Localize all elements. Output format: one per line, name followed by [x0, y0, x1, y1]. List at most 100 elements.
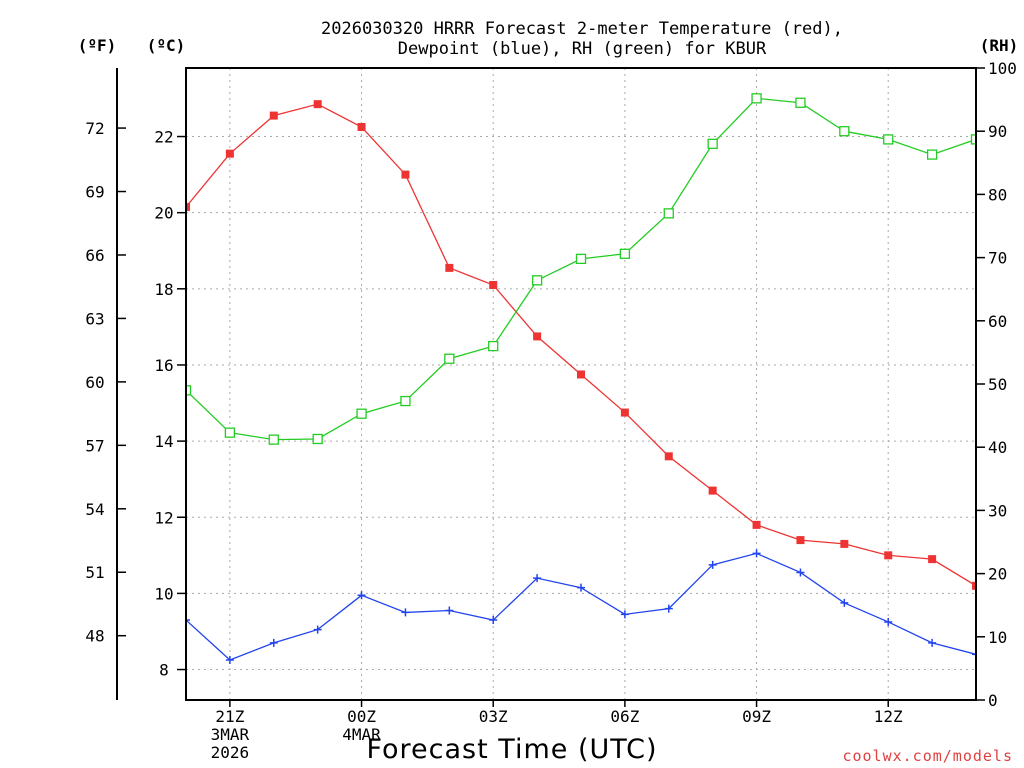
x-tick-label: 21Z 3MAR 2026 — [211, 707, 250, 762]
series-line-dewpoint — [186, 552, 976, 661]
fahrenheit-tick-label: 72 — [85, 119, 104, 138]
temperature-point — [489, 281, 498, 290]
fahrenheit-tick-label: 57 — [85, 436, 104, 455]
rh-point — [926, 149, 938, 160]
dewpoint-point — [313, 625, 322, 634]
rh-point — [488, 340, 499, 352]
rh-tick-label: 10 — [988, 628, 1007, 647]
rh-tick-label: 0 — [988, 691, 998, 710]
fahrenheit-tick-label: 60 — [85, 373, 104, 392]
dewpoint-point — [577, 583, 585, 592]
temperature-point — [269, 111, 278, 120]
celsius-tick-label: 14 — [154, 432, 173, 451]
dewpoint-point — [357, 591, 366, 600]
temperature-point — [664, 452, 673, 461]
rh-point — [883, 134, 894, 145]
series-rh — [186, 93, 976, 445]
chart-title-line-2: Dewpoint (blue), RH (green) for KBUR — [398, 39, 767, 59]
rh-point — [224, 427, 236, 438]
rh-tick-label: 90 — [988, 122, 1007, 141]
dewpoint-point — [928, 638, 937, 647]
rh-point — [751, 93, 762, 104]
rh-point — [186, 385, 192, 396]
dewpoint-point — [489, 616, 498, 625]
rh-point — [531, 275, 543, 286]
celsius-tick-label: 8 — [159, 661, 169, 680]
dewpoint-point — [840, 598, 849, 607]
temperature-point — [445, 263, 454, 272]
temperature-point — [313, 100, 322, 109]
series-line-rh — [186, 97, 976, 441]
rh-point — [444, 353, 455, 364]
dewpoint-point — [401, 608, 410, 617]
fahrenheit-tick-label: 54 — [85, 500, 104, 519]
series-dewpoint — [186, 549, 976, 665]
celsius-tick-label: 10 — [154, 584, 173, 603]
dewpoint-point — [708, 560, 717, 569]
x-axis-title: Forecast Time (UTC) — [366, 734, 657, 765]
rh-tick-label: 30 — [988, 501, 1007, 520]
dewpoint-point — [664, 604, 673, 613]
dewpoint-point — [884, 617, 893, 626]
rh-tick-label: 70 — [988, 249, 1007, 268]
rh-point — [312, 433, 323, 445]
temperature-point — [708, 486, 717, 495]
temperature-point — [620, 408, 629, 417]
x-tick-label: 03Z — [479, 707, 508, 726]
temperature-point — [401, 170, 410, 179]
celsius-tick-label: 16 — [154, 356, 173, 375]
dewpoint-point — [620, 610, 629, 619]
chart-title-line-1: 2026030320 HRRR Forecast 2-meter Tempera… — [321, 19, 843, 39]
series-line-temperature — [186, 103, 976, 587]
rh-point — [795, 97, 806, 108]
temperature-point — [752, 520, 761, 529]
fahrenheit-unit-label: (ºF) — [78, 36, 117, 55]
dewpoint-point — [186, 616, 190, 625]
x-tick-label: 09Z — [742, 707, 771, 726]
rh-tick-label: 40 — [988, 438, 1007, 457]
rh-point — [619, 248, 631, 259]
celsius-tick-label: 20 — [154, 204, 173, 223]
temperature-point — [533, 332, 542, 341]
dewpoint-point — [752, 549, 761, 558]
credit-label: coolwx.com/models — [842, 747, 1013, 765]
fahrenheit-tick-label: 48 — [85, 627, 104, 646]
rh-tick-label: 50 — [988, 375, 1007, 394]
dewpoint-point — [796, 568, 805, 577]
x-tick-label: 00Z 4MAR — [342, 707, 381, 744]
celsius-unit-label: (ºC) — [147, 36, 186, 55]
celsius-tick-label: 12 — [154, 508, 173, 527]
rh-tick-label: 80 — [988, 185, 1007, 204]
fahrenheit-tick-label: 66 — [85, 246, 104, 265]
rh-point — [268, 434, 279, 445]
celsius-tick-label: 18 — [154, 280, 173, 299]
temperature-point — [796, 536, 805, 545]
x-tick-label: 12Z — [874, 707, 903, 726]
plot-frame — [185, 67, 977, 701]
celsius-tick-label: 22 — [154, 128, 173, 147]
rh-point — [400, 395, 411, 407]
temperature-point — [884, 551, 893, 560]
rh-point — [663, 208, 674, 219]
x-tick-label: 06Z — [610, 707, 639, 726]
fahrenheit-tick-label: 51 — [85, 563, 104, 582]
temperature-point — [972, 581, 976, 590]
dewpoint-point — [225, 656, 234, 665]
rh-point — [839, 126, 850, 137]
dewpoint-point — [533, 574, 542, 583]
rh-tick-label: 100 — [988, 59, 1017, 78]
temperature-point — [186, 202, 190, 211]
dewpoint-point — [445, 606, 454, 615]
rh-point — [575, 253, 587, 265]
temperature-point — [357, 123, 366, 132]
dewpoint-point — [972, 650, 976, 659]
rh-tick-label: 20 — [988, 565, 1007, 584]
fahrenheit-tick-label: 69 — [85, 183, 104, 202]
rh-unit-label: (RH) — [980, 36, 1019, 55]
temperature-point — [928, 555, 937, 564]
temperature-point — [225, 149, 234, 158]
temperature-point — [577, 370, 585, 379]
rh-point — [970, 134, 976, 145]
temperature-point — [840, 539, 849, 548]
